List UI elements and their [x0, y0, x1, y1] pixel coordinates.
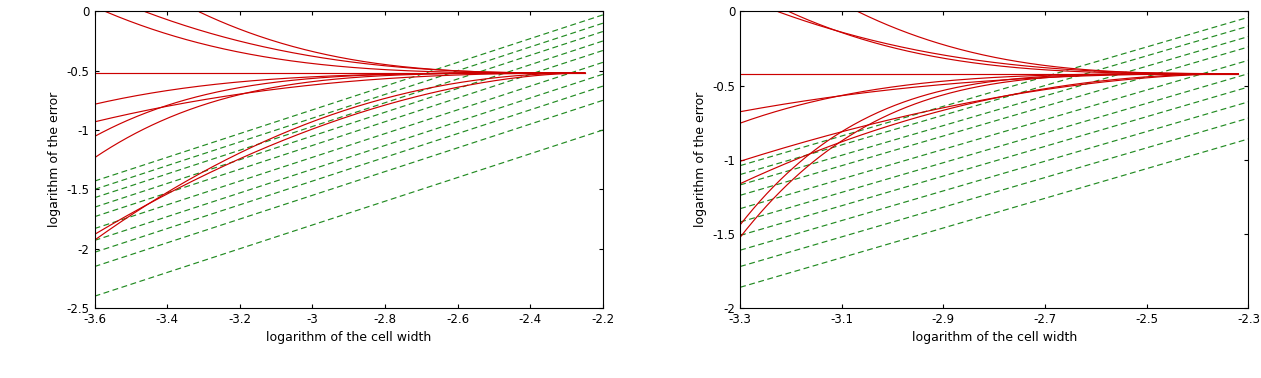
Y-axis label: logarithm of the error: logarithm of the error: [694, 92, 706, 227]
X-axis label: logarithm of the cell width: logarithm of the cell width: [266, 332, 431, 344]
X-axis label: logarithm of the cell width: logarithm of the cell width: [912, 332, 1077, 344]
Y-axis label: logarithm of the error: logarithm of the error: [48, 92, 61, 227]
